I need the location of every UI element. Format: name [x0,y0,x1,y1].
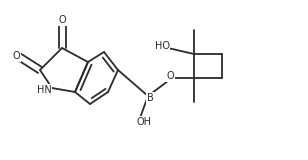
Text: HN: HN [37,85,51,95]
Text: O: O [12,51,20,61]
Text: O: O [58,15,66,25]
Text: O: O [166,71,174,81]
Text: OH: OH [136,117,152,127]
Text: HO: HO [155,41,169,51]
Text: B: B [147,93,153,103]
